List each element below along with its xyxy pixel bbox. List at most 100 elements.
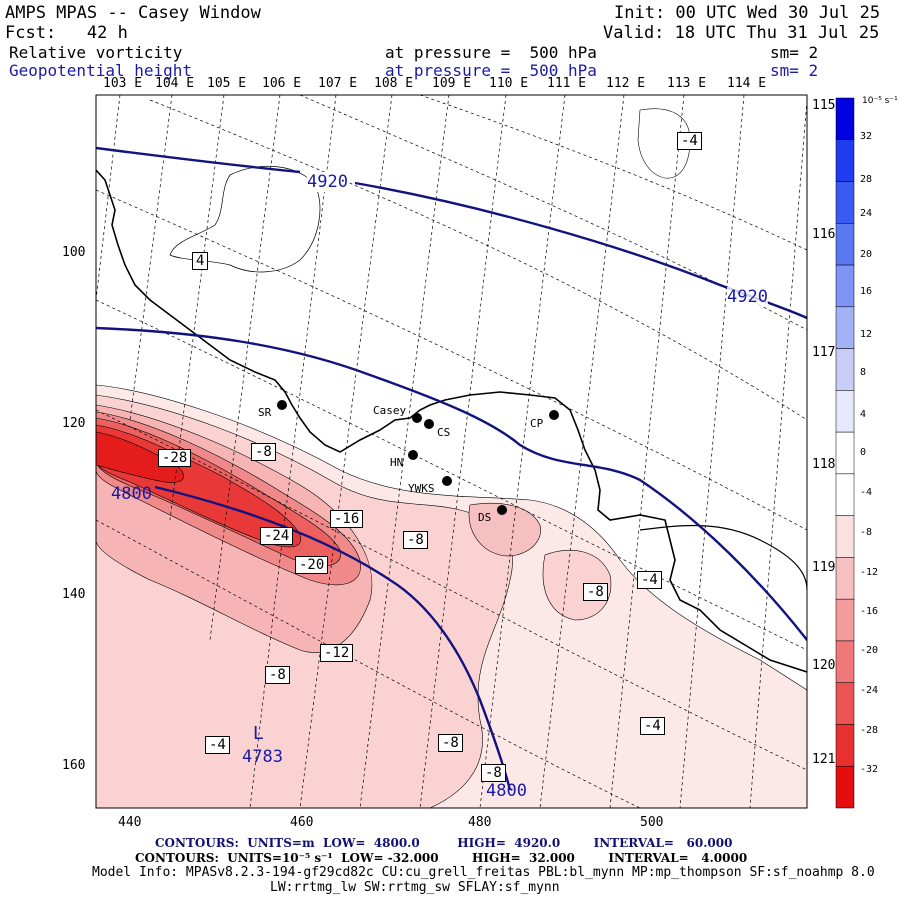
station-marker-casey[interactable] [412, 413, 422, 423]
low-symbol: L [253, 723, 264, 744]
colorbar-segment [835, 557, 855, 600]
vort-label: -8 [481, 764, 506, 782]
shade-minus8-ds [468, 502, 541, 557]
station-marker-ds[interactable] [497, 505, 507, 515]
vort-label: -12 [320, 644, 354, 662]
colorbar-tick: -20 [860, 645, 879, 656]
colorbar-segment [835, 390, 855, 433]
station-marker-hn[interactable] [408, 450, 418, 460]
height-contours [96, 146, 807, 791]
lon-label-top: 105 E [207, 76, 247, 91]
colorbar-tick: 4 [860, 409, 867, 420]
map-frame [95, 94, 808, 809]
lat-lon-grid [96, 95, 807, 808]
vort-label: -24 [260, 527, 294, 545]
footer-model-info-2: LW:rrtmg_lw SW:rrtmg_sw SFLAY:sf_mynn [270, 880, 560, 895]
vort-label: -8 [251, 443, 276, 461]
colorbar-tick: 20 [860, 249, 873, 260]
colorbar-tick: -12 [860, 567, 879, 578]
station-label-cs: CS [437, 426, 451, 439]
colorbar-tick: -32 [860, 764, 879, 775]
station-label-sr: SR [258, 406, 272, 419]
station-label-casey: Casey [373, 404, 407, 417]
colorbar-segment [835, 431, 855, 475]
lon-label-top: 112 E [606, 76, 646, 91]
colorbar-tick: -24 [860, 685, 879, 696]
colorbar-tick: -16 [860, 606, 879, 617]
station-marker-ywks[interactable] [442, 476, 452, 486]
station-label-cp: CP [530, 417, 544, 430]
lon-label-top: 103 E [103, 76, 143, 91]
y-tick-label: 100 [62, 245, 86, 260]
colorbar-segment [835, 473, 855, 516]
colorbar-segment [835, 724, 855, 767]
vort-label: -20 [295, 556, 329, 574]
colorbar [835, 97, 855, 809]
x-tick-label: 440 [118, 815, 142, 830]
footer-vorticity-contours: CONTOURS: UNITS=10⁻⁵ s⁻¹ LOW= -32.000 HI… [135, 851, 748, 865]
colorbar-tick: -8 [860, 527, 873, 538]
colorbar-segment [835, 682, 855, 725]
colorbar-tick: 16 [860, 286, 873, 297]
lon-label-top: 106 E [262, 76, 302, 91]
height-label: 4920 [727, 287, 768, 307]
x-tick-label: 500 [640, 815, 664, 830]
colorbar-segment [835, 306, 855, 349]
colorbar-segment [835, 181, 855, 224]
colorbar-tick: 24 [860, 208, 873, 219]
height-label: 4800 [486, 781, 527, 801]
vort-label: -8 [438, 734, 463, 752]
colorbar-segment [835, 598, 855, 642]
low-value: 4783 [242, 747, 283, 767]
lon-label-top: 108 E [374, 76, 414, 91]
lon-label-top: 109 E [432, 76, 472, 91]
lon-label-top: 104 E [155, 76, 195, 91]
lon-label-top: 107 E [318, 76, 358, 91]
station-marker-cp[interactable] [549, 410, 559, 420]
colorbar-segment [835, 515, 855, 558]
colorbar-segment [835, 640, 855, 683]
vort-label: -8 [265, 666, 290, 684]
colorbar-tick: 12 [860, 329, 873, 340]
lon-label-top: 110 E [489, 76, 529, 91]
vort-label: -8 [403, 531, 428, 549]
colorbar-segment [835, 223, 855, 266]
colorbar-tick: 8 [860, 367, 867, 378]
lon-label-top: 113 E [667, 76, 707, 91]
x-tick-label: 460 [290, 815, 314, 830]
lon-label-top: 114 E [727, 76, 767, 91]
vort-label: -4 [205, 736, 230, 754]
y-tick-label: 140 [62, 587, 86, 602]
forecast-hour: Fcst: 42 h [5, 23, 128, 43]
field1-name: Relative vorticity [9, 43, 183, 62]
chart-title: AMPS MPAS -- Casey Window [5, 3, 261, 23]
colorbar-tick: -4 [860, 487, 873, 498]
height-label: 4920 [307, 172, 348, 192]
station-label-ds: DS [478, 511, 492, 524]
colorbar-segment [835, 765, 855, 809]
station-marker-sr[interactable] [277, 400, 287, 410]
field1-level: at pressure = 500 hPa [385, 43, 597, 62]
vort-label: -28 [158, 449, 192, 467]
colorbar-tick: -28 [860, 725, 879, 736]
vort-label: -4 [677, 132, 702, 150]
footer-height-contours: CONTOURS: UNITS=m LOW= 4800.0 HIGH= 4920… [155, 836, 733, 850]
colorbar-segment [835, 139, 855, 182]
colorbar-segment [835, 348, 855, 391]
colorbar-tick: 28 [860, 174, 873, 185]
y-tick-label: 160 [62, 758, 86, 773]
field1-smooth: sm= 2 [770, 43, 819, 62]
y-tick-label: 120 [62, 416, 86, 431]
vort-label: -8 [583, 583, 608, 601]
footer-model-info: Model Info: MPASv8.2.3-194-gf29cd82c CU:… [92, 865, 875, 880]
vort-label: 4 [192, 252, 209, 270]
init-time: Init: 00 UTC Wed 30 Jul 25 [614, 3, 881, 23]
x-tick-label: 480 [468, 815, 492, 830]
vort-label: -4 [637, 571, 662, 589]
field2-name: Geopotential height [9, 61, 193, 80]
colorbar-segment [835, 264, 855, 308]
station-label-ywks: YWKS [408, 482, 435, 495]
colorbar-tick: 32 [860, 131, 873, 142]
station-marker-cs[interactable] [424, 419, 434, 429]
